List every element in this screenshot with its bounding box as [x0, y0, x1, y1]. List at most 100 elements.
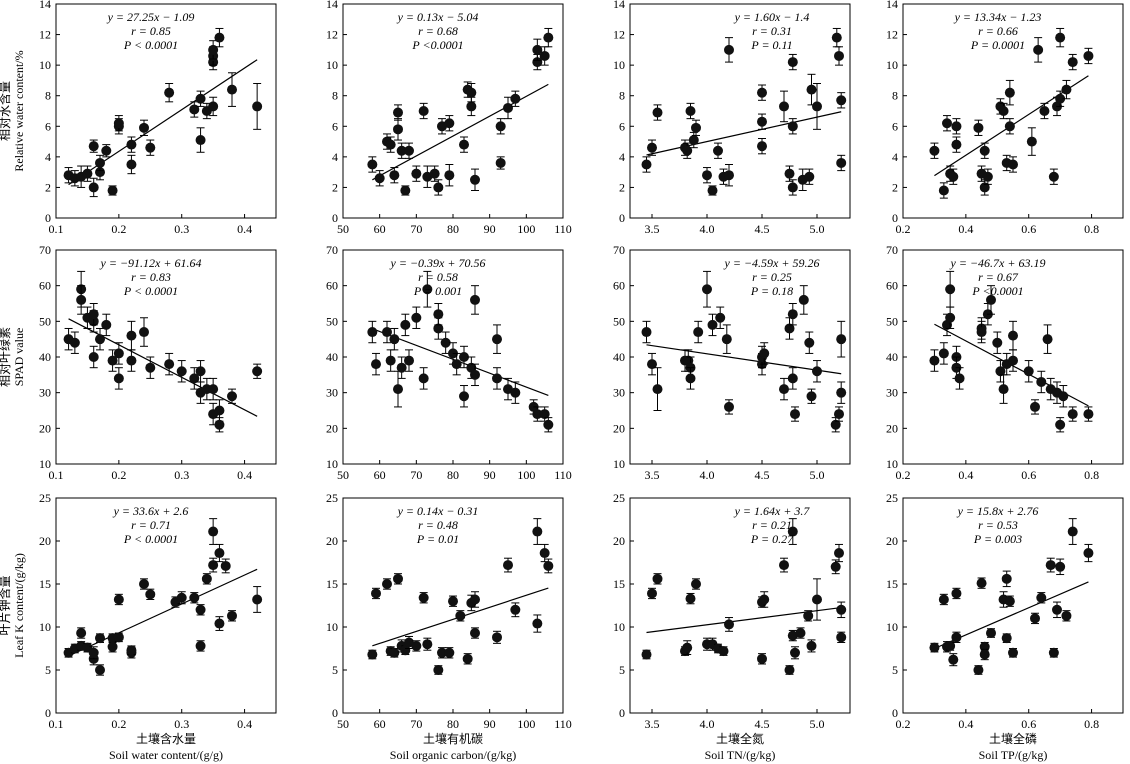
data-point	[702, 170, 712, 181]
x-axis-title-cn: 土壤全氮	[716, 731, 764, 746]
y-tick-label: 20	[613, 534, 625, 548]
data-point	[1055, 93, 1066, 104]
y-tick-label: 10	[326, 58, 338, 72]
y-tick-label: 0	[892, 211, 898, 225]
y-tick-label: 6	[892, 119, 898, 133]
x-tick-label: 0.3	[174, 222, 189, 236]
panel-r1-c1: 10 20 30 40 50 60 70 50 60 70 80 90 100 110 y = −0.39x…	[326, 243, 572, 482]
y-tick-label: 0	[332, 706, 338, 720]
data-point	[976, 327, 987, 338]
data-point	[76, 294, 87, 305]
y-tick-label: 8	[332, 89, 338, 103]
plot-frame	[629, 249, 851, 465]
x-axis-title-en: Soil TP/(g/kg)	[979, 748, 1048, 762]
x-axis-title-en: Soil TN/(g/kg)	[705, 748, 776, 762]
x-tick-label: 0.4	[958, 717, 973, 731]
data-point	[998, 384, 1009, 395]
data-point	[1083, 409, 1094, 420]
regression-annotation: P < 0.0001	[123, 38, 178, 52]
y-tick-label: 60	[326, 279, 338, 293]
data-point	[113, 118, 124, 129]
y-tick-label: 8	[892, 89, 898, 103]
data-point	[945, 312, 956, 323]
data-point	[713, 145, 723, 156]
data-point	[787, 182, 798, 193]
y-tick-label: 0	[45, 706, 51, 720]
panel-r0-c1: 0 2 4 6 8 10 12 14 50 60 70 80 90 100 110 y = 0.13x − 5…	[326, 0, 572, 236]
x-tick-label: 0.1	[49, 468, 64, 482]
data-point	[1058, 391, 1069, 402]
data-point	[543, 32, 554, 43]
data-point	[1055, 561, 1066, 572]
plot-frame	[629, 497, 851, 714]
y-tick-label: 50	[613, 314, 625, 328]
y-tick-label: 2	[892, 180, 898, 194]
x-tick-label: 50	[337, 717, 349, 731]
data-point	[374, 173, 385, 184]
data-point	[942, 118, 952, 129]
data-point	[1036, 592, 1047, 603]
data-point	[539, 50, 550, 61]
data-point	[804, 337, 815, 348]
x-tick-label: 3.5	[645, 468, 660, 482]
x-tick-label: 0.8	[1084, 222, 1099, 236]
data-point	[126, 355, 137, 366]
data-point	[510, 93, 521, 104]
y-tick-label: 20	[326, 534, 338, 548]
data-point	[459, 391, 469, 402]
data-point	[1008, 330, 1018, 341]
data-point	[951, 139, 962, 150]
panel-r0-c0: 0 2 4 6 8 10 12 14 0.1 0.2 0.3 0.4 y = 27.25x − 1.09…	[39, 0, 277, 236]
data-point	[1055, 419, 1066, 430]
data-point	[688, 135, 699, 146]
data-point	[757, 141, 767, 152]
data-point	[214, 405, 225, 416]
x-axis-title-cn: 土壤含水量	[136, 731, 196, 746]
x-axis-title-cn: 土壤全磷	[989, 731, 1037, 746]
data-point	[945, 640, 956, 651]
data-point	[1008, 159, 1018, 170]
data-point	[1033, 44, 1044, 55]
data-point	[495, 157, 506, 168]
x-tick-label: 0.4	[237, 468, 252, 482]
y-tick-label: 4	[619, 150, 625, 164]
regression-annotation: r = 0.85	[131, 24, 171, 38]
y-tick-label: 30	[326, 386, 338, 400]
data-point	[798, 294, 809, 305]
x-tick-label: 0.8	[1084, 717, 1099, 731]
data-point	[707, 185, 718, 196]
y-tick-label: 30	[886, 386, 898, 400]
data-point	[88, 309, 99, 320]
data-point	[126, 330, 137, 341]
data-point	[759, 348, 770, 359]
data-point	[757, 87, 767, 98]
data-point	[1004, 87, 1015, 98]
x-tick-label: 4.5	[755, 717, 770, 731]
data-point	[724, 619, 734, 630]
data-point	[929, 642, 940, 653]
data-point	[836, 604, 847, 615]
x-tick-label: 110	[554, 468, 572, 482]
data-point	[433, 665, 444, 675]
data-point	[145, 362, 156, 373]
regression-annotation: y = 0.14x − 0.31	[397, 504, 479, 518]
regression-annotation: r = 0.83	[131, 270, 171, 284]
x-tick-label: 60	[374, 222, 386, 236]
x-tick-label: 0.2	[896, 717, 911, 731]
data-point	[951, 121, 962, 132]
regression-annotation: r = 0.71	[131, 518, 171, 532]
data-point	[492, 334, 502, 345]
data-point	[721, 334, 732, 345]
regression-annotation: y = 15.8x + 2.76	[957, 504, 1039, 518]
y-tick-label: 5	[892, 663, 898, 677]
data-point	[389, 647, 400, 658]
x-tick-label: 100	[517, 222, 535, 236]
data-point	[88, 647, 99, 658]
y-tick-label: 40	[326, 350, 338, 364]
data-point	[831, 32, 842, 43]
data-point	[787, 57, 798, 68]
y-axis-title-en: Leaf K content/(g/kg)	[12, 553, 26, 658]
x-tick-label: 70	[410, 222, 422, 236]
data-point	[1004, 121, 1015, 132]
